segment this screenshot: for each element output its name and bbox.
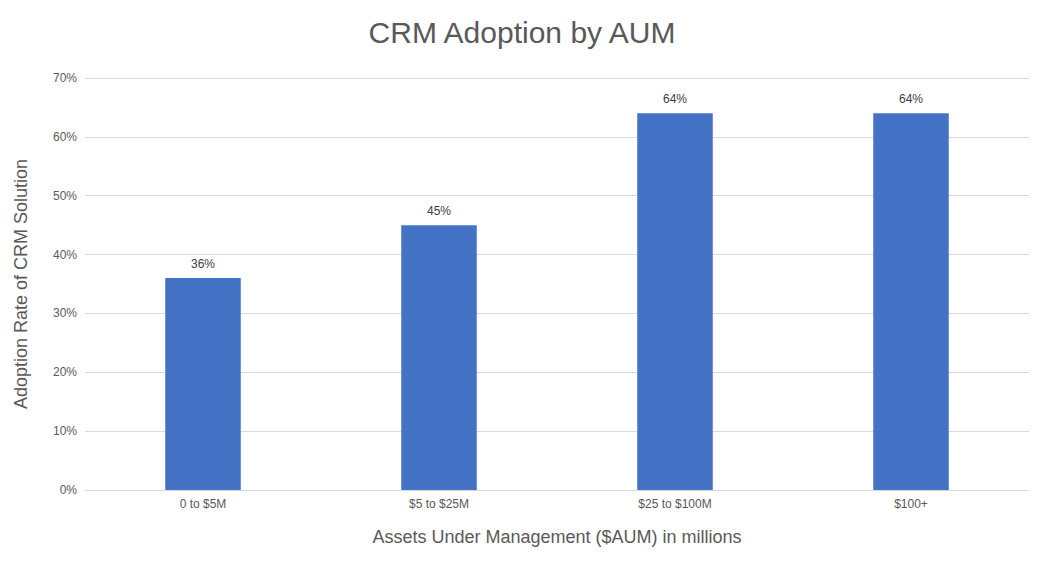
svg-text:$5 to $25M: $5 to $25M bbox=[409, 497, 469, 511]
svg-text:Assets Under Management ($AUM): Assets Under Management ($AUM) in millio… bbox=[372, 527, 741, 547]
svg-text:30%: 30% bbox=[53, 306, 77, 320]
svg-text:45%: 45% bbox=[427, 204, 451, 218]
svg-text:Adoption Rate of CRM Solution: Adoption Rate of CRM Solution bbox=[11, 159, 31, 409]
svg-text:40%: 40% bbox=[53, 248, 77, 262]
svg-text:10%: 10% bbox=[53, 424, 77, 438]
svg-text:36%: 36% bbox=[191, 257, 215, 271]
svg-text:CRM Adoption by AUM: CRM Adoption by AUM bbox=[369, 16, 676, 49]
svg-text:70%: 70% bbox=[53, 71, 77, 85]
svg-text:0%: 0% bbox=[60, 483, 78, 497]
svg-text:64%: 64% bbox=[899, 92, 923, 106]
svg-text:64%: 64% bbox=[663, 92, 687, 106]
svg-text:$25 to $100M: $25 to $100M bbox=[638, 497, 711, 511]
svg-text:20%: 20% bbox=[53, 365, 77, 379]
svg-text:60%: 60% bbox=[53, 130, 77, 144]
svg-text:50%: 50% bbox=[53, 189, 77, 203]
svg-text:$100+: $100+ bbox=[894, 497, 928, 511]
svg-text:0 to $5M: 0 to $5M bbox=[180, 497, 227, 511]
